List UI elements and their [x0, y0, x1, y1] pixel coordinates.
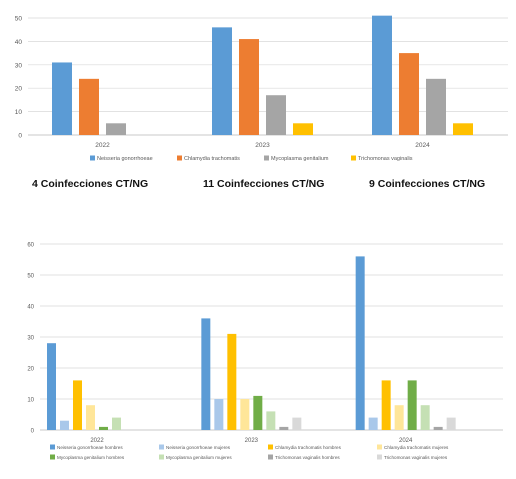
legend-label-7: Trichomonas vaginalis hombres	[275, 455, 340, 460]
bar-2023-2	[214, 399, 224, 430]
legend-label-4: Trichomonas vaginalis	[358, 156, 413, 162]
legend-label-1: Neisseria gonorrhoeae	[97, 156, 153, 162]
bar-2023-2	[239, 39, 259, 136]
coinfections-2022: 4 Coinfecciones CT/NG	[32, 178, 149, 190]
x-tick-label-2024: 2024	[399, 438, 413, 444]
legend-swatch-6	[159, 454, 164, 460]
y-tick-label-10: 10	[27, 398, 34, 404]
y-tick-label-10: 10	[15, 109, 23, 116]
bar-2024-3	[426, 78, 446, 135]
legend-label-2: Chlamydia trachomatis	[184, 156, 240, 162]
bar-2023-3	[266, 95, 286, 135]
legend-swatch-1	[50, 444, 55, 450]
bar-2024-4	[453, 123, 473, 135]
y-tick-label-20: 20	[27, 367, 34, 373]
legend-label-6: Mycoplasma genitalium mujeres	[166, 455, 232, 460]
chart-2022-2024-by-pathogen-and-sex: 0 10 20 30 40 50 60 2022 2023 2024 Neisseria gonor…	[27, 243, 503, 460]
x-tick-label-2024: 2024	[415, 142, 430, 149]
bar-2024-2	[368, 417, 378, 430]
x-tick-label-2023: 2023	[255, 142, 270, 149]
bar-2024-4	[394, 405, 404, 430]
legend-label-3: Mycoplasma genitalium	[271, 156, 329, 162]
legend-swatch-5	[50, 454, 55, 460]
x-tick-label-2022: 2022	[95, 142, 110, 149]
y-tick-label-60: 60	[27, 243, 34, 249]
y-tick-label-30: 30	[27, 336, 34, 342]
bar-2022-1	[47, 343, 56, 430]
bar-2023-4	[240, 399, 250, 430]
y-tick-label-0: 0	[31, 429, 35, 435]
bar-2022-1	[52, 62, 72, 135]
x-tick-label-2022: 2022	[90, 438, 104, 444]
legend-label-4: Chlamydia trachomatis mujeres	[384, 445, 449, 450]
y-tick-label-50: 50	[27, 274, 34, 280]
bar-2024-1	[372, 15, 392, 135]
bar-2024-3	[381, 380, 391, 430]
legend-swatch-2	[159, 444, 164, 450]
bar-2023-5	[253, 395, 263, 430]
bar-2024-2	[399, 53, 419, 135]
bar-2023-1	[201, 318, 211, 430]
bar-2022-5	[99, 426, 108, 430]
x-tick-label-2023: 2023	[245, 438, 259, 444]
y-tick-label-20: 20	[15, 86, 23, 93]
legend-label-3: Chlamydia trachomatis hombres	[275, 445, 342, 450]
legend-swatch-3	[268, 444, 273, 450]
bar-2024-8	[446, 417, 456, 430]
bar-2022-2	[60, 420, 69, 430]
legend-swatch-2	[177, 155, 182, 161]
legend-swatch-4	[351, 155, 356, 161]
coinfections-2024: 9 Coinfecciones CT/NG	[369, 178, 486, 190]
bar-2024-6	[420, 405, 430, 430]
legend-swatch-3	[264, 155, 269, 161]
legend-swatch-4	[377, 444, 382, 450]
y-tick-label-40: 40	[15, 39, 23, 46]
bar-2022-3	[73, 380, 82, 430]
bar-2023-3	[227, 333, 237, 430]
legend-swatch-8	[377, 454, 382, 460]
bar-2024-5	[407, 380, 417, 430]
legend-label-1: Neisseria gonorrhoeae hombres	[57, 445, 123, 450]
bar-2022-4	[86, 405, 95, 430]
y-tick-label-40: 40	[27, 305, 34, 311]
bar-2023-6	[266, 411, 276, 430]
bar-2024-1	[355, 256, 365, 430]
legend-swatch-1	[90, 155, 95, 161]
bar-2022-2	[79, 78, 99, 135]
bar-2023-8	[292, 417, 302, 430]
bar-2023-4	[293, 123, 313, 135]
coinfections-2023: 11 Coinfecciones CT/NG	[203, 178, 325, 190]
bar-2023-1	[212, 27, 232, 135]
legend-swatch-7	[268, 454, 273, 460]
legend-label-2: Neisseria gonorrhoeae mujeres	[166, 445, 231, 450]
y-tick-label-0: 0	[18, 133, 22, 140]
legend-label-8: Trichomonas vaginalis mujeres	[384, 455, 448, 460]
bar-2022-6	[112, 417, 121, 430]
chart-2022-2024-by-pathogen: 0 10 20 30 40 50 2022 2023 2024 Neisseria gonorrh…	[15, 15, 508, 162]
bar-2023-7	[279, 426, 289, 430]
legend-label-5: Mycoplasma genitalium hombres	[57, 455, 125, 460]
y-tick-label-30: 30	[15, 62, 23, 69]
bar-2022-3	[106, 123, 126, 135]
y-tick-label-50: 50	[15, 16, 23, 23]
bar-2024-7	[433, 426, 443, 430]
